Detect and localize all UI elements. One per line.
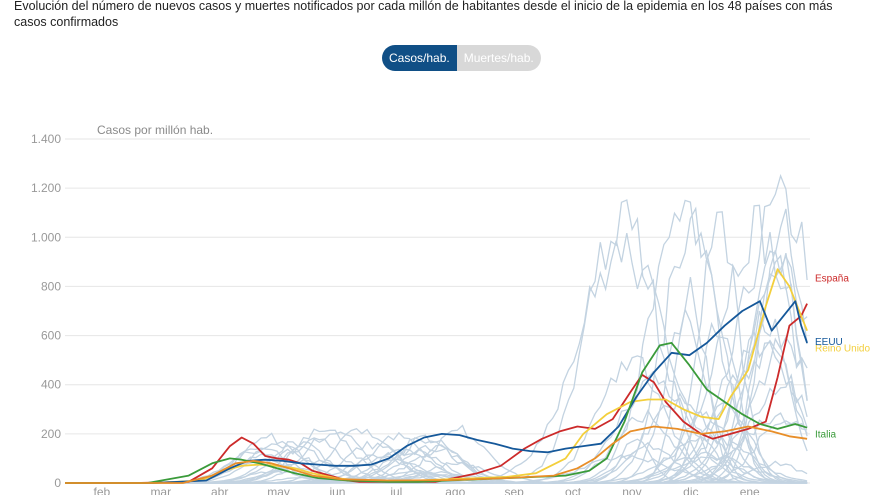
- y-tick-label: 1.200: [31, 181, 61, 195]
- x-tick-label: ene: [740, 485, 760, 495]
- x-tick-label: mar: [150, 485, 171, 495]
- toggle-cases-button[interactable]: Casos/hab.: [382, 45, 457, 71]
- x-tick-label: jul: [389, 485, 402, 495]
- background-series: [65, 173, 808, 484]
- x-tick-label: ago: [445, 485, 465, 495]
- series-label: Italia: [815, 430, 837, 441]
- series-line: [65, 303, 808, 484]
- series-label: Reino Unido: [815, 344, 870, 355]
- series-line: [65, 268, 808, 484]
- y-tick-label: 1.000: [31, 230, 61, 244]
- x-tick-label: dic: [683, 485, 698, 495]
- background-country-line: [65, 321, 808, 484]
- x-tick-label: sep: [504, 485, 524, 495]
- series-line: [65, 300, 808, 484]
- toggle-deaths-button[interactable]: Muertes/hab.: [456, 45, 541, 71]
- y-tick-label: 400: [41, 378, 61, 392]
- y-tick-label: 1.400: [31, 132, 61, 146]
- y-tick-label: 600: [41, 329, 61, 343]
- x-tick-label: abr: [211, 485, 228, 495]
- metric-toggle[interactable]: Casos/hab. Muertes/hab.: [382, 45, 541, 71]
- chart-description: Evolución del número de nuevos casos y m…: [14, 0, 833, 29]
- x-tick-label: jun: [328, 485, 345, 495]
- y-axis-label: Casos por millón hab.: [97, 123, 213, 137]
- y-axis-ticks: 0 200 400 600 800 1.000 1.200 1.400: [31, 132, 61, 490]
- x-tick-label: oct: [565, 485, 582, 495]
- series-line: [65, 425, 808, 484]
- background-country-line: [65, 254, 808, 484]
- series-label: EEUU: [815, 337, 843, 348]
- highlighted-series: [65, 268, 808, 484]
- background-country-line: [65, 173, 808, 484]
- y-tick-label: 800: [41, 279, 61, 293]
- x-tick-label: nov: [622, 485, 641, 495]
- y-tick-label: 200: [41, 427, 61, 441]
- x-tick-label: feb: [94, 485, 111, 495]
- y-tick-label: 0: [54, 476, 61, 490]
- x-axis-ticks: feb mar abr may jun jul ago sep oct nov dic ene: [94, 485, 761, 495]
- series-label: España: [815, 274, 849, 285]
- x-tick-label: may: [267, 485, 290, 495]
